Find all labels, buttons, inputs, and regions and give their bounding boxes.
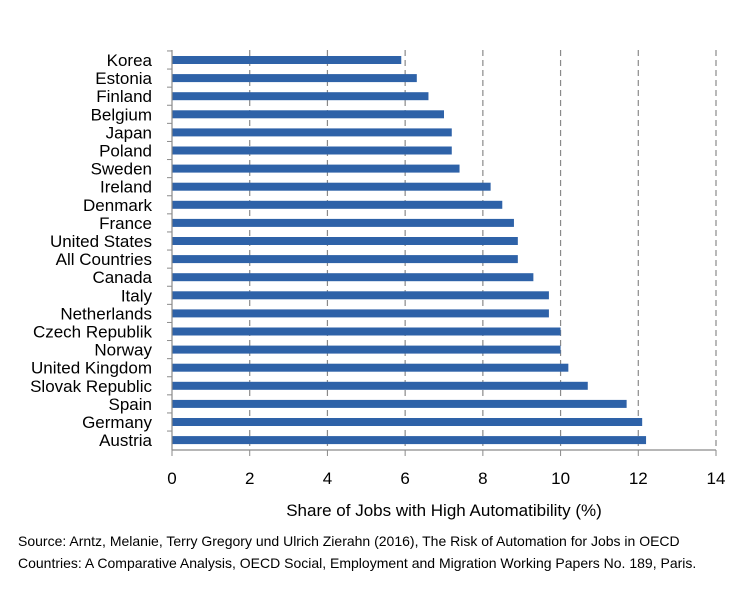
bar xyxy=(172,128,452,137)
x-tick-labels: 0 2 4 6 8 10 12 14 xyxy=(167,469,725,488)
category-label: All Countries xyxy=(56,250,152,269)
bar xyxy=(172,182,491,191)
category-label: Poland xyxy=(99,142,152,161)
category-label: Estonia xyxy=(95,69,152,88)
bar xyxy=(172,399,627,408)
category-label: Belgium xyxy=(91,105,152,124)
category-label: Austria xyxy=(99,431,152,450)
x-tick-label: 4 xyxy=(323,469,332,488)
bars xyxy=(172,56,647,445)
category-label: Denmark xyxy=(83,196,152,215)
category-label: United States xyxy=(50,232,152,251)
bar xyxy=(172,273,534,282)
bar xyxy=(172,218,514,227)
category-label: Korea xyxy=(107,51,153,70)
source-note: Source: Arntz, Melanie, Terry Gregory un… xyxy=(18,533,697,571)
bar xyxy=(172,200,503,209)
bar xyxy=(172,56,402,64)
category-label: United Kingdom xyxy=(31,359,152,378)
x-tick-label: 14 xyxy=(707,469,726,488)
x-tick-label: 0 xyxy=(167,469,176,488)
bar xyxy=(172,291,549,300)
category-label: France xyxy=(99,214,152,233)
category-label: Netherlands xyxy=(60,304,152,323)
x-tick-label: 8 xyxy=(478,469,487,488)
x-axis-title: Share of Jobs with High Automatibility (… xyxy=(286,501,602,520)
bar xyxy=(172,327,561,336)
category-label: Sweden xyxy=(91,160,152,179)
bar xyxy=(172,436,647,445)
bar xyxy=(172,363,569,372)
bar xyxy=(172,345,561,354)
axes xyxy=(167,50,717,456)
gridlines xyxy=(249,50,717,450)
bar xyxy=(172,418,643,426)
bar xyxy=(172,237,518,245)
bar xyxy=(172,110,444,119)
bar xyxy=(172,74,417,83)
category-label: Finland xyxy=(96,87,152,106)
x-tick-label: 12 xyxy=(629,469,648,488)
x-tick-label: 2 xyxy=(245,469,254,488)
x-tick-label: 6 xyxy=(400,469,409,488)
chart-svg: KoreaEstoniaFinlandBelgiumJapanPolandSwe… xyxy=(30,50,725,520)
category-label: Canada xyxy=(92,268,152,287)
bar xyxy=(172,164,460,173)
bar-chart: Korea Estonia Finland Belgium Japan Poland Swe… xyxy=(30,50,725,520)
bar xyxy=(172,381,588,390)
category-labels: KoreaEstoniaFinlandBelgiumJapanPolandSwe… xyxy=(30,51,152,450)
category-label: Norway xyxy=(94,341,152,360)
category-label: Czech Republik xyxy=(33,323,153,342)
category-label: Japan xyxy=(106,123,152,142)
x-tick-label: 10 xyxy=(551,469,570,488)
category-label: Germany xyxy=(82,413,152,432)
category-label: Ireland xyxy=(100,178,152,197)
bar xyxy=(172,146,452,155)
bar xyxy=(172,255,518,264)
category-label: Slovak Republic xyxy=(30,377,152,396)
category-label: Italy xyxy=(121,286,153,305)
category-label: Spain xyxy=(109,395,152,414)
bar xyxy=(172,92,429,101)
bar xyxy=(172,309,549,318)
